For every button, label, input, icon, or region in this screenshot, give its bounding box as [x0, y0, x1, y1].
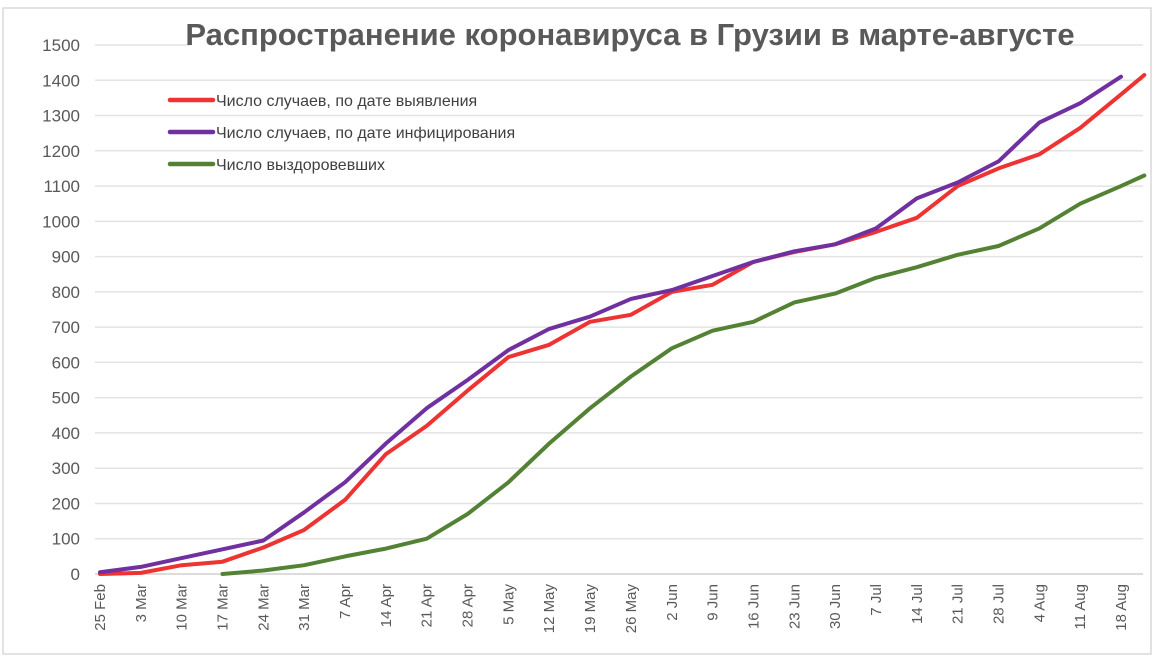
legend-label: Число выздоровевших — [216, 157, 385, 174]
x-tick-label: 5 May — [500, 584, 517, 625]
x-tick-label: 3 Mar — [133, 584, 150, 622]
x-tick-label: 18 Aug — [1113, 584, 1130, 631]
x-tick-label: 14 Jul — [909, 584, 926, 624]
x-tick-label: 4 Aug — [1031, 584, 1048, 622]
y-tick-label: 500 — [52, 389, 80, 408]
legend-label: Число случаев, по дате инфицирования — [216, 125, 515, 142]
x-tick-label: 26 May — [623, 584, 640, 634]
x-tick-label: 23 Jun — [786, 584, 803, 629]
x-tick-label: 21 Apr — [419, 584, 436, 627]
y-tick-label: 1500 — [42, 36, 80, 55]
y-tick-label: 300 — [52, 459, 80, 478]
y-tick-label: 800 — [52, 283, 80, 302]
y-tick-label: 1300 — [42, 107, 80, 126]
x-tick-label: 28 Jul — [990, 584, 1007, 624]
y-tick-label: 600 — [52, 353, 80, 372]
x-tick-label: 25 Feb — [92, 584, 109, 631]
x-tick-label: 9 Jun — [705, 584, 722, 621]
x-tick-label: 21 Jul — [950, 584, 967, 624]
x-tick-label: 17 Mar — [215, 584, 232, 631]
x-tick-label: 24 Mar — [255, 584, 272, 631]
legend-label: Число случаев, по дате выявления — [216, 93, 477, 110]
chart-title: Распространение коронавируса в Грузии в … — [185, 17, 1074, 52]
series-line-0 — [98, 73, 1147, 576]
y-tick-label: 1200 — [42, 142, 80, 161]
series-line-2 — [220, 173, 1147, 576]
y-tick-label: 0 — [71, 565, 80, 584]
y-tick-label: 100 — [52, 530, 80, 549]
y-tick-label: 1100 — [43, 177, 80, 196]
x-tick-label: 10 Mar — [174, 584, 191, 631]
y-tick-label: 400 — [52, 424, 80, 443]
x-tick-label: 7 Apr — [337, 584, 354, 619]
y-tick-label: 200 — [52, 494, 80, 513]
x-tick-label: 14 Apr — [378, 584, 395, 627]
x-tick-label: 7 Jul — [868, 584, 885, 616]
x-tick-label: 11 Aug — [1072, 584, 1089, 630]
y-tick-label: 1400 — [42, 71, 80, 90]
y-tick-label: 700 — [52, 318, 80, 337]
y-tick-label: 900 — [52, 248, 80, 267]
x-tick-label: 30 Jun — [827, 584, 844, 629]
x-tick-label: 16 Jun — [745, 584, 762, 629]
x-tick-label: 31 Mar — [296, 584, 313, 631]
series-line-1 — [98, 74, 1123, 575]
y-tick-label: 1000 — [42, 212, 80, 231]
x-tick-label: 12 May — [541, 584, 558, 634]
x-tick-label: 19 May — [582, 584, 599, 634]
title-background — [190, 12, 1070, 57]
x-tick-label: 28 Apr — [460, 584, 477, 627]
x-tick-label: 2 Jun — [664, 584, 681, 621]
